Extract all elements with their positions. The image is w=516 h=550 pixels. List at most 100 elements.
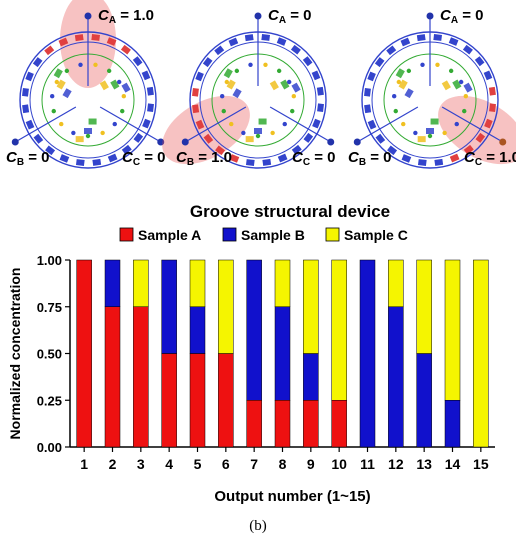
outlet-dot (276, 68, 282, 74)
serpentine-block (489, 103, 496, 113)
legend-label: Sample C (344, 227, 408, 243)
serpentine-block (400, 37, 411, 47)
outlet-dot (59, 121, 64, 127)
outlet-dot (263, 62, 268, 67)
outlet-dot (291, 94, 297, 99)
serpentine-block (277, 153, 288, 163)
y-tick-label: 0.25 (37, 393, 62, 408)
y-tick-label: 0.75 (37, 300, 62, 315)
mixer-module (269, 80, 279, 91)
y-tick-label: 1.00 (37, 253, 62, 268)
bar-sample-b (388, 306, 404, 448)
x-tick-label: 6 (222, 456, 230, 472)
x-tick-label: 12 (388, 456, 404, 472)
outlet-dot (435, 62, 440, 67)
serpentine-block (195, 119, 205, 130)
label-cb: CB = 0 (348, 149, 392, 168)
serpentine-block (448, 37, 459, 46)
x-tick-label: 13 (416, 456, 432, 472)
outlet-dot (391, 94, 397, 99)
outlet-dot (93, 62, 98, 67)
label-cc: CC = 0 (292, 149, 336, 168)
outlet-dot (442, 130, 447, 136)
bar-sample-b (444, 400, 461, 448)
serpentine-block (59, 154, 70, 163)
mixer-module (121, 82, 131, 93)
legend-swatch (222, 227, 237, 242)
inlet-channel (441, 106, 502, 142)
inlet-channel (99, 106, 160, 142)
inlet-port (84, 12, 92, 20)
device-diagrams: CA = 1.0 CB = 0 CC = 0 CA = 0 CB = 1.0 CC = 0… (6, 0, 516, 169)
serpentine-block (121, 144, 132, 155)
mixer-module (84, 128, 92, 134)
mixer-module (463, 82, 473, 93)
bar-sample-a (274, 400, 291, 448)
mixer-module (223, 68, 233, 79)
device-diagram: CA = 1.0 CB = 0 CC = 0 (6, 0, 166, 169)
serpentine-block (449, 153, 460, 163)
serpentine-block (192, 104, 200, 114)
serpentine-block (244, 34, 254, 42)
outlet-dot (49, 94, 55, 99)
mixer-module (280, 79, 290, 90)
label-cb: CB = 0 (6, 149, 50, 168)
serpentine-block (120, 44, 131, 55)
outlet-dot (413, 130, 418, 136)
mixer-module (88, 118, 97, 125)
serpentine-block (215, 145, 226, 156)
mixer-module (110, 79, 120, 90)
inlet-port (181, 138, 189, 146)
serpentine-block (475, 132, 486, 143)
bar-sample-c (331, 259, 347, 401)
inlet-port (426, 12, 434, 20)
bar-sample-c (133, 259, 149, 307)
stacked-bar-chart: Groove structural device Sample A Sample B… (7, 202, 495, 505)
mixer-module (245, 136, 254, 143)
outlet-dot (71, 130, 76, 136)
serpentine-block (22, 87, 29, 97)
bar-sample-a (76, 259, 92, 448)
inlet-channel (186, 106, 247, 142)
serpentine-block (74, 34, 84, 42)
x-tick-label: 5 (194, 456, 202, 472)
serpentine-block (106, 37, 117, 46)
serpentine-block (434, 158, 444, 166)
serpentine-block (195, 71, 204, 82)
outlet-dot (427, 133, 433, 139)
serpentine-block (374, 57, 385, 68)
serpentine-block (147, 103, 154, 113)
outlet-dot (85, 133, 91, 139)
serpentine-block (311, 70, 321, 81)
outlet-dot (396, 79, 402, 85)
bar-sample-a (246, 400, 262, 448)
serpentine-block (261, 34, 271, 41)
serpentine-block (132, 56, 143, 67)
serpentine-block (417, 159, 427, 166)
serpentine-block (401, 154, 412, 163)
serpentine-block (25, 71, 34, 82)
outlet-dot (454, 121, 459, 127)
serpentine-block (386, 45, 397, 56)
label-ca: CA = 0 (440, 7, 484, 26)
outlet-dot (463, 94, 469, 99)
bar-sample-a (303, 400, 319, 448)
bar-sample-c (388, 259, 404, 307)
mixer-module (56, 79, 66, 90)
outlet-dot (106, 68, 112, 74)
serpentine-block (22, 104, 30, 114)
serpentine-block (303, 132, 314, 143)
bar-sample-c (416, 259, 432, 354)
x-tick-label: 3 (137, 456, 145, 472)
y-axis-label: Normalized concentration (7, 268, 23, 440)
bar-sample-b (104, 259, 121, 307)
outlet-dot (234, 68, 240, 74)
serpentine-block (364, 104, 372, 114)
serpentine-block (364, 87, 371, 97)
inlet-port (499, 138, 507, 146)
serpentine-block (312, 118, 321, 129)
serpentine-block (463, 144, 474, 155)
mixer-module (75, 136, 84, 143)
bar-sample-b (274, 306, 291, 401)
outlet-dot (248, 62, 253, 67)
